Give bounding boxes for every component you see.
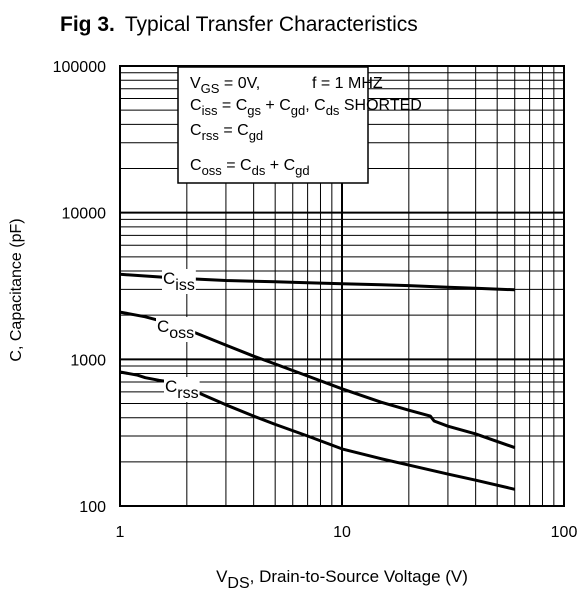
legend-line-4: Coss = Cds + Cgd: [190, 157, 310, 178]
x-tick-label: 10: [333, 524, 351, 541]
legend-line-3: Crss = Cgd: [190, 122, 263, 143]
series-line-crss: [119, 370, 516, 491]
y-tick-label: 1000: [70, 352, 106, 369]
x-tick-label: 100: [551, 524, 578, 541]
chart-title: Fig 3. Typical Transfer Characteristics: [60, 13, 418, 36]
series-labels: Ciss Coss Crss: [156, 269, 200, 402]
y-tick-label: 100000: [53, 59, 106, 76]
series-label-ciss: Ciss: [163, 269, 195, 294]
legend-line-2: Ciss = Cgs + Cgd, Cds SHORTED: [190, 97, 422, 118]
legend-box-frame: [177, 66, 369, 184]
legend-box: VGS = 0V, f = 1 MHZ Ciss = Cgs + Cgd, Cds…: [177, 66, 422, 184]
series-label-background: [164, 377, 200, 402]
x-axis-label: VDS, Drain-to-Source Voltage (V): [216, 567, 468, 591]
chart-title-text: Typical Transfer Characteristics: [125, 13, 418, 36]
plot-frame: [119, 65, 565, 507]
legend-line-1: VGS = 0V, f = 1 MHZ: [190, 75, 383, 96]
x-tick-label: 1: [116, 524, 125, 541]
series-label-crss: Crss: [165, 377, 199, 402]
series-label-coss: Coss: [157, 317, 194, 342]
y-axis-label: C, Capacitance (pF): [8, 218, 25, 361]
y-tick-label: 10000: [62, 206, 107, 223]
series-label-background: [162, 269, 196, 294]
chart-title-prefix: Fig 3.: [60, 13, 115, 36]
y-tick-label: 100: [79, 499, 106, 516]
series-label-background: [156, 317, 196, 342]
tick-labels: 100 1000 10000 100000 1 10 100: [53, 59, 578, 541]
